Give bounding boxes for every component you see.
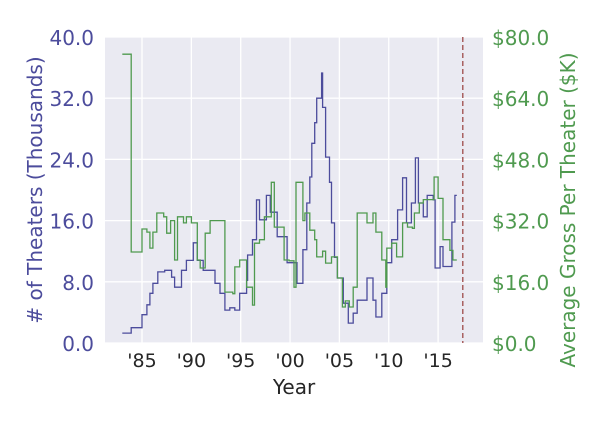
left-axis-ticks: 0.0 8.0 16.0 24.0 32.0 40.0	[49, 26, 94, 356]
x-tick-label: '95	[226, 350, 255, 372]
plot-background	[105, 37, 483, 343]
x-tick-label: '85	[127, 350, 156, 372]
x-tick-label: '90	[177, 350, 206, 372]
right-axis-ticks: $0.0 $16.0 $32.0 $48.0 $64.0 $80.0	[492, 26, 549, 356]
right-tick-label: $16.0	[492, 271, 549, 295]
x-axis-ticks: '85 '90 '95 '00 '05 '10 '15	[127, 350, 452, 372]
left-tick-label: 24.0	[49, 148, 94, 172]
right-tick-label: $48.0	[492, 148, 549, 172]
left-axis-label: # of Theaters (Thousands)	[23, 56, 47, 323]
right-axis-label: Average Gross Per Theater ($K)	[556, 52, 580, 367]
left-tick-label: 8.0	[62, 271, 94, 295]
gross-series-line	[122, 53, 457, 308]
series-layer	[122, 37, 464, 343]
x-tick-label: '05	[325, 350, 354, 372]
right-tick-label: $64.0	[492, 87, 549, 111]
left-tick-label: 0.0	[62, 332, 94, 356]
x-axis-label: Year	[272, 375, 316, 399]
right-tick-label: $0.0	[492, 332, 537, 356]
x-tick-label: '00	[275, 350, 304, 372]
right-tick-label: $32.0	[492, 210, 549, 234]
right-tick-label: $80.0	[492, 26, 549, 50]
left-tick-label: 16.0	[49, 210, 94, 234]
left-tick-label: 32.0	[49, 87, 94, 111]
left-tick-label: 40.0	[49, 26, 94, 50]
x-tick-label: '10	[374, 350, 403, 372]
x-tick-label: '15	[423, 350, 452, 372]
